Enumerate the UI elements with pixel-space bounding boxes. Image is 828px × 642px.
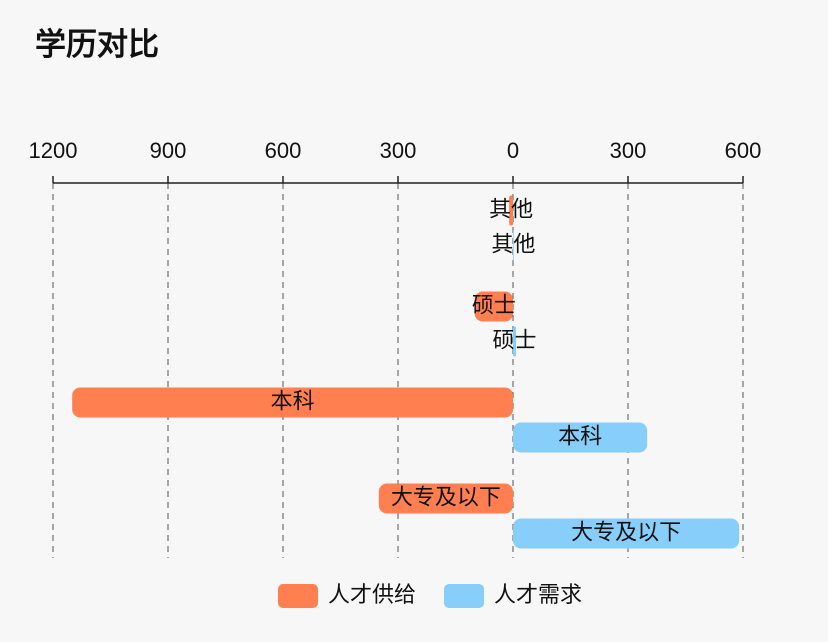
x-tick-label: 300	[380, 138, 417, 163]
x-tick-label: 0	[507, 138, 519, 163]
bar	[513, 518, 740, 549]
bar	[513, 326, 517, 357]
x-tick-label: 600	[725, 138, 762, 163]
bar-label: 其他	[489, 196, 533, 221]
x-tick-label: 600	[265, 138, 302, 163]
legend-label[interactable]: 人才供给	[328, 582, 416, 607]
bar	[72, 387, 514, 418]
bar-label: 其他	[491, 231, 535, 256]
legend-swatch[interactable]	[444, 584, 484, 608]
bar	[513, 230, 514, 261]
chart-title: 学历对比	[35, 27, 159, 62]
x-tick-label: 900	[150, 138, 187, 163]
x-tick-label: 1200	[29, 138, 78, 163]
bar-label: 硕士	[493, 327, 537, 352]
bar-label: 本科	[558, 423, 602, 448]
x-tick-label: 300	[610, 138, 647, 163]
bar	[474, 291, 513, 322]
bar-label: 大专及以下	[391, 484, 501, 509]
bar-label: 大专及以下	[571, 519, 681, 544]
bar	[513, 422, 648, 453]
legend-swatch[interactable]	[278, 584, 318, 608]
bar	[509, 195, 513, 226]
bar	[378, 483, 513, 514]
legend-label[interactable]: 人才需求	[494, 582, 582, 607]
bar-label: 硕士	[472, 292, 516, 317]
bar-label: 本科	[271, 388, 315, 413]
